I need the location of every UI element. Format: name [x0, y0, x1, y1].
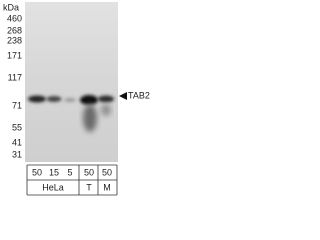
- group-label: T: [86, 182, 92, 192]
- lane-label: 15: [49, 167, 59, 177]
- band: [64, 98, 76, 102]
- group-label: M: [103, 182, 111, 192]
- band: [98, 95, 114, 103]
- marker-labels: kDa 460 268 238 171 117 71 55 41 31: [3, 2, 22, 159]
- group-label: HeLa: [42, 182, 64, 192]
- lane-label: 5: [67, 167, 72, 177]
- bands: [28, 95, 114, 132]
- marker-label: 117: [8, 72, 22, 82]
- band: [46, 96, 62, 102]
- marker-label: 268: [7, 25, 22, 35]
- lane-label: 50: [32, 167, 42, 177]
- blot-membrane: [25, 2, 118, 162]
- marker-label: 31: [12, 149, 22, 159]
- page: {"blot": {"marker_unit": "kDa", "markers…: [0, 0, 150, 198]
- marker-unit: kDa: [3, 2, 19, 12]
- lane-label: 50: [84, 167, 94, 177]
- band-label: TAB2: [128, 90, 150, 100]
- lane-labels: 50 15 5 50 50 HeLa T M: [26, 164, 118, 196]
- marker-label: 238: [7, 35, 22, 45]
- smear: [101, 104, 111, 116]
- band-arrow: [119, 92, 127, 100]
- band: [28, 95, 46, 103]
- lane-label: 50: [102, 167, 112, 177]
- smear: [83, 104, 97, 132]
- marker-label: 55: [12, 122, 22, 132]
- western-blot: kDa 460 268 238 171 117 71 55 41 31 TAB2…: [3, 2, 150, 196]
- marker-label: 41: [12, 137, 22, 147]
- marker-label: 71: [12, 100, 22, 110]
- band: [80, 95, 98, 105]
- marker-label: 171: [7, 50, 22, 60]
- marker-label: 460: [7, 13, 22, 23]
